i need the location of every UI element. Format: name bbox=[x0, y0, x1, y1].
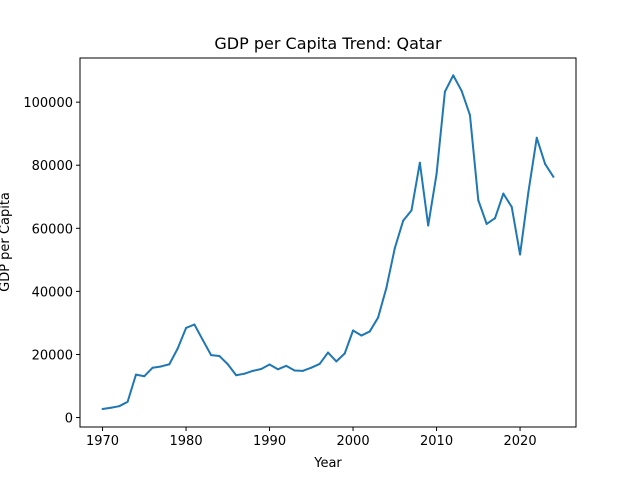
data-point bbox=[410, 209, 413, 212]
x-tick-label: 1970 bbox=[86, 434, 119, 449]
data-point bbox=[134, 373, 137, 376]
data-point bbox=[477, 199, 480, 202]
data-point bbox=[251, 369, 254, 372]
data-point bbox=[377, 316, 380, 319]
data-point bbox=[502, 192, 505, 195]
x-tick-label: 1980 bbox=[170, 434, 203, 449]
data-point bbox=[226, 363, 229, 366]
data-point bbox=[494, 217, 496, 220]
data-point bbox=[218, 355, 221, 358]
data-point bbox=[418, 161, 421, 164]
y-axis-label: GDP per Capita bbox=[0, 192, 13, 292]
chart-title: GDP per Capita Trend: Qatar bbox=[214, 34, 442, 53]
data-point bbox=[185, 326, 188, 329]
plot-area bbox=[101, 74, 555, 411]
data-point bbox=[301, 369, 304, 372]
series-line-0 bbox=[102, 74, 555, 411]
data-point bbox=[151, 366, 154, 369]
data-point bbox=[535, 136, 538, 139]
data-point bbox=[143, 375, 146, 378]
data-point bbox=[276, 368, 279, 371]
data-point bbox=[318, 362, 321, 365]
data-point bbox=[402, 219, 405, 222]
y-tick-label: 0 bbox=[65, 412, 73, 427]
data-point bbox=[460, 89, 463, 92]
data-point bbox=[519, 253, 522, 256]
x-axis: 1970 1980 1990 2000 2010 2020 bbox=[86, 427, 537, 449]
data-point bbox=[160, 365, 162, 368]
axes-frame bbox=[79, 57, 577, 428]
data-point bbox=[310, 366, 313, 369]
data-point bbox=[435, 173, 438, 176]
data-point bbox=[118, 405, 121, 408]
y-axis: 0 20000 40000 60000 80000 100000 bbox=[23, 96, 80, 427]
x-axis-label: Year bbox=[313, 456, 342, 471]
data-point bbox=[126, 400, 129, 403]
x-tick-label: 2020 bbox=[504, 434, 537, 449]
data-point bbox=[527, 191, 530, 194]
data-point bbox=[335, 360, 338, 363]
data-point bbox=[360, 334, 363, 337]
data-point bbox=[101, 408, 104, 411]
data-point bbox=[293, 369, 296, 372]
data-point bbox=[452, 74, 455, 77]
data-point bbox=[385, 286, 388, 289]
y-tick-label: 60000 bbox=[32, 222, 73, 237]
x-tick-label: 2010 bbox=[420, 434, 453, 449]
x-tick-label: 1990 bbox=[253, 434, 286, 449]
data-point bbox=[510, 205, 513, 208]
y-tick-label: 100000 bbox=[23, 96, 73, 111]
data-point bbox=[468, 114, 471, 117]
data-point bbox=[176, 347, 179, 350]
data-point bbox=[327, 351, 329, 354]
data-point bbox=[552, 175, 555, 178]
data-point bbox=[427, 224, 430, 227]
data-point bbox=[393, 247, 396, 250]
data-point bbox=[544, 162, 547, 165]
data-point bbox=[109, 406, 112, 409]
data-point bbox=[485, 222, 488, 225]
data-point bbox=[343, 352, 346, 355]
data-point bbox=[193, 323, 196, 326]
y-tick-label: 80000 bbox=[32, 159, 73, 174]
data-point bbox=[201, 338, 204, 341]
data-point bbox=[443, 90, 446, 93]
data-point bbox=[168, 363, 171, 366]
data-point bbox=[352, 329, 355, 332]
y-tick-label: 20000 bbox=[32, 348, 73, 363]
data-point bbox=[260, 367, 263, 370]
data-point bbox=[243, 372, 246, 375]
y-tick-label: 40000 bbox=[32, 285, 73, 300]
data-point bbox=[235, 374, 238, 377]
data-point bbox=[268, 363, 271, 366]
data-point bbox=[210, 354, 213, 357]
x-tick-label: 2000 bbox=[337, 434, 370, 449]
data-point bbox=[368, 330, 371, 333]
data-point bbox=[285, 364, 288, 367]
